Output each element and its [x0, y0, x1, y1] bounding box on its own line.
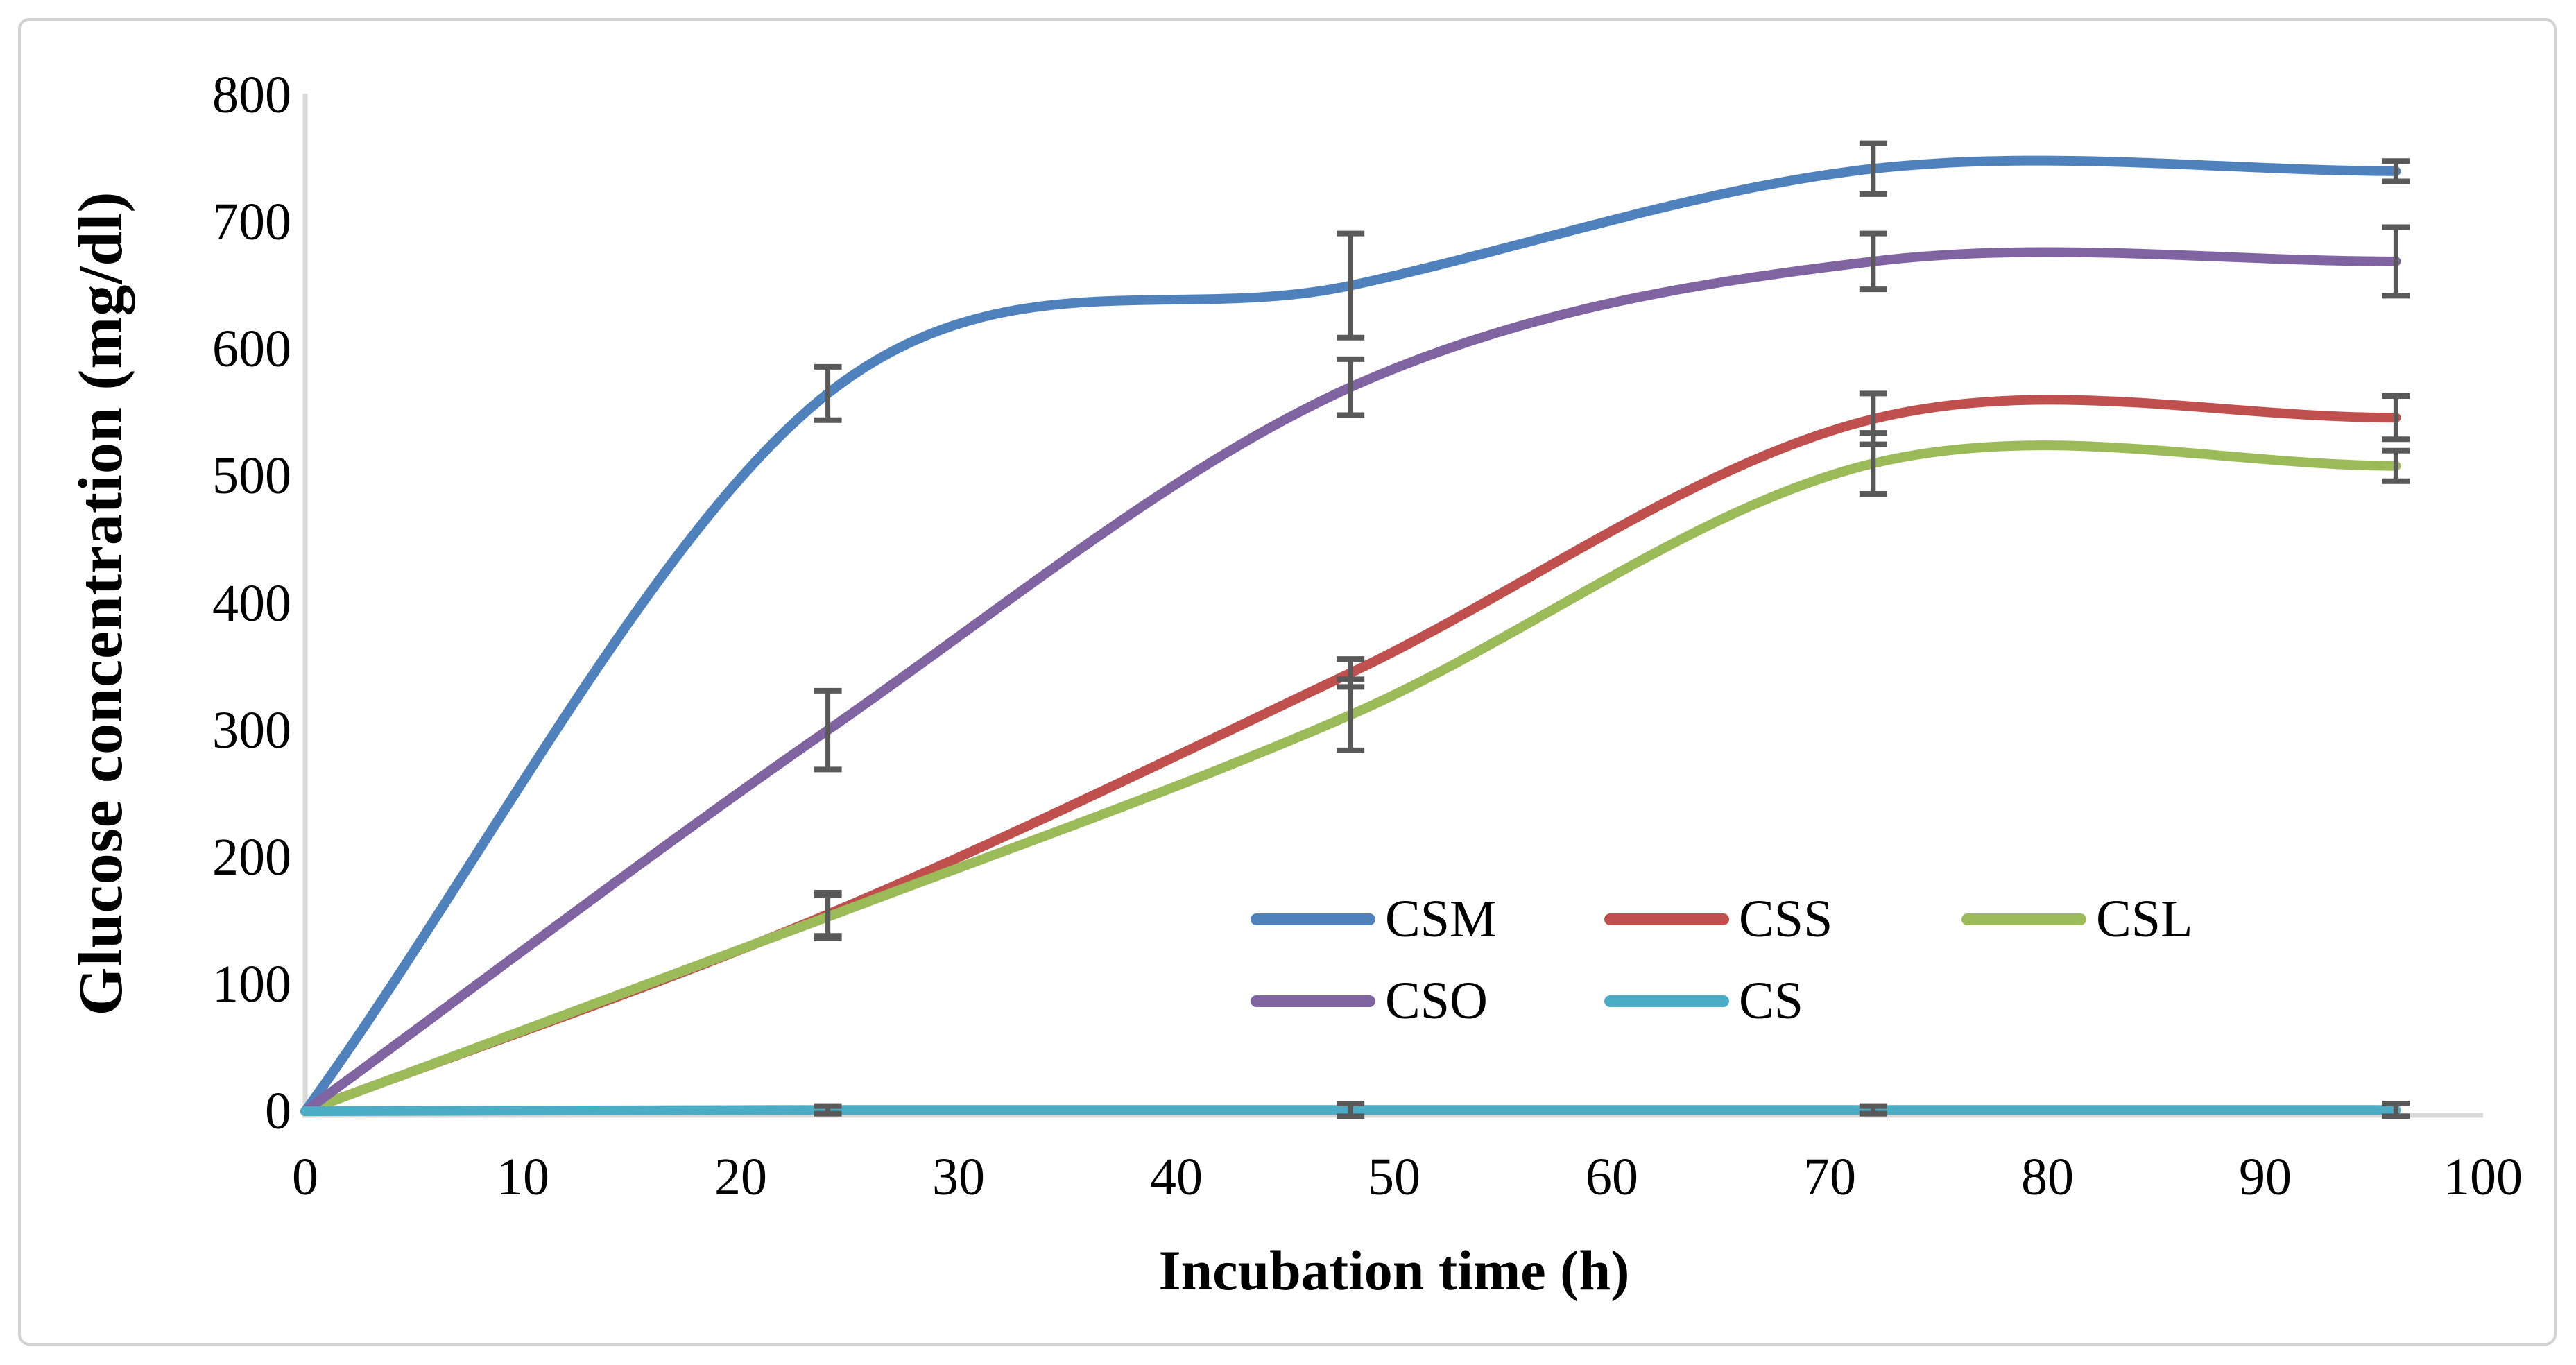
legend-label-css: CSS [1739, 890, 1833, 948]
legend-item-cso: CSO [1251, 972, 1488, 1030]
legend-item-css: CSS [1604, 890, 1832, 948]
legend-label-csm: CSM [1385, 890, 1497, 948]
legend-item-cs: CS [1604, 972, 1803, 1030]
series-path-csm [300, 155, 2401, 1116]
y-tick-label: 400 [212, 574, 291, 633]
x-tick-label: 80 [2021, 1148, 2074, 1206]
x-tick-label: 10 [497, 1148, 549, 1206]
series-path-cso [300, 247, 2401, 1116]
legend-swatch-cso [1251, 995, 1375, 1007]
y-tick-label: 600 [212, 320, 291, 379]
y-tick-label: 800 [212, 66, 291, 124]
legend-swatch-csl [1961, 913, 2086, 925]
legend-label-cso: CSO [1385, 972, 1488, 1030]
legend-item-csl: CSL [1961, 890, 2192, 948]
y-tick-label: 700 [212, 193, 291, 252]
legend-swatch-cs [1604, 995, 1729, 1007]
x-tick-label: 40 [1150, 1148, 1203, 1206]
y-tick-label: 0 [265, 1082, 291, 1140]
y-tick-label: 200 [212, 827, 291, 886]
error-bar-layer [814, 140, 2410, 1119]
x-tick-label: 60 [1586, 1148, 1638, 1206]
x-tick-label: 50 [1368, 1148, 1420, 1206]
x-axis-title: Incubation time (h) [1158, 1239, 1630, 1302]
legend-label-csl: CSL [2096, 890, 2193, 948]
legend-swatch-csm [1251, 913, 1375, 925]
legend-swatch-css [1604, 913, 1729, 925]
legend-label-cs: CS [1739, 972, 1803, 1030]
x-tick-label: 30 [932, 1148, 985, 1206]
chart-border [18, 18, 2557, 1346]
axes-layer [302, 94, 2483, 1118]
x-tick-label: 90 [2239, 1148, 2292, 1206]
x-tick-label: 0 [292, 1148, 318, 1206]
x-tick-label: 20 [714, 1148, 767, 1206]
x-tick-label: 100 [2444, 1148, 2523, 1206]
y-tick-label: 500 [212, 447, 291, 506]
y-tick-label: 300 [212, 701, 291, 759]
y-tick-label: 100 [212, 954, 291, 1013]
legend-item-csm: CSM [1251, 890, 1497, 948]
x-tick-label: 70 [1803, 1148, 1856, 1206]
